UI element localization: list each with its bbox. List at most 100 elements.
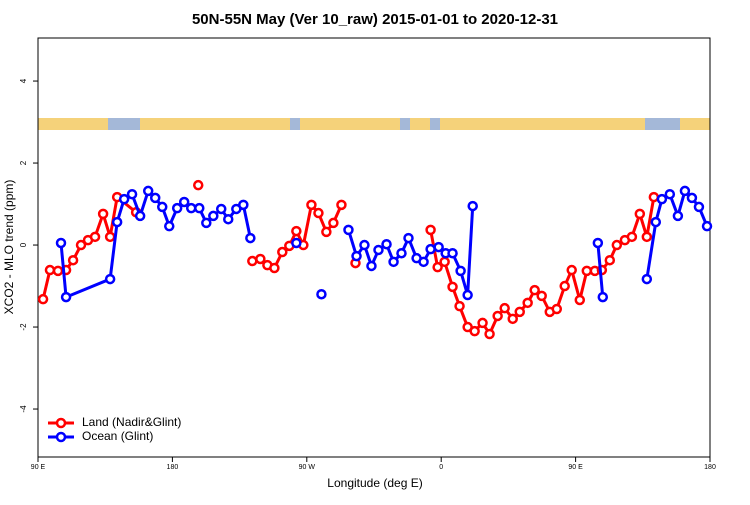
- y-tick-label: -4: [19, 405, 28, 413]
- data-point: [52, 265, 64, 277]
- data-point: [291, 225, 302, 237]
- data-point: [581, 265, 593, 277]
- data-point: [604, 254, 616, 266]
- data-point: [238, 199, 249, 211]
- data-point: [142, 185, 154, 197]
- data-point: [351, 250, 362, 262]
- data-point: [403, 232, 414, 244]
- data-point: [37, 293, 49, 305]
- data-point: [208, 210, 219, 222]
- data-point: [134, 210, 146, 222]
- data-point: [306, 199, 317, 211]
- data-point: [626, 231, 638, 243]
- data-point: [149, 192, 161, 204]
- data-point: [641, 273, 653, 285]
- data-point: [574, 294, 586, 306]
- data-point: [656, 193, 668, 205]
- data-point: [277, 246, 288, 258]
- data-point: [432, 261, 443, 273]
- data-point: [245, 232, 256, 244]
- land-band: [410, 118, 430, 130]
- data-point: [178, 196, 190, 208]
- x-tick-label: 90 E: [31, 464, 46, 471]
- data-point: [462, 289, 473, 301]
- data-point: [467, 200, 478, 212]
- data-point: [321, 226, 332, 238]
- data-point: [648, 191, 660, 203]
- x-tick-label: 90 E: [568, 464, 583, 471]
- y-tick-label: 4: [19, 78, 28, 83]
- y-axis-label: XCO2 - MLO trend (ppm): [2, 180, 16, 315]
- data-point: [247, 255, 258, 267]
- x-tick-label: 90 W: [299, 464, 316, 471]
- data-point: [255, 253, 266, 265]
- data-point: [336, 199, 347, 211]
- data-point: [192, 179, 204, 191]
- data-point: [469, 325, 480, 337]
- data-point: [373, 244, 384, 256]
- data-point: [559, 280, 570, 292]
- data-point: [664, 188, 676, 200]
- data-point: [313, 207, 324, 219]
- x-tick-label: 180: [704, 464, 716, 471]
- legend-marker: [55, 431, 67, 443]
- land-band: [440, 118, 645, 130]
- land-band: [300, 118, 400, 130]
- land-mask-strip: [38, 118, 710, 130]
- data-point: [104, 231, 116, 243]
- data-point: [522, 297, 533, 309]
- x-axis-label: Longitude (deg E): [327, 476, 422, 490]
- data-point: [484, 328, 495, 340]
- series: [37, 179, 660, 340]
- data-point: [592, 237, 604, 249]
- data-point: [650, 216, 662, 228]
- data-point: [118, 193, 130, 205]
- data-point: [164, 220, 175, 232]
- data-point: [104, 273, 116, 285]
- data-point: [536, 290, 547, 302]
- data-point: [492, 310, 503, 322]
- data-point: [366, 260, 377, 272]
- data-point: [126, 188, 138, 200]
- data-point: [55, 237, 67, 249]
- data-point: [514, 306, 525, 318]
- data-point: [156, 201, 168, 213]
- legend: Land (Nadir&Glint)Ocean (Glint): [48, 415, 181, 443]
- data-point: [701, 220, 713, 232]
- data-point: [455, 265, 466, 277]
- data-point: [433, 241, 444, 253]
- legend-marker: [55, 417, 67, 429]
- data-point: [396, 247, 407, 259]
- y-tick-label: 0: [19, 242, 28, 247]
- chart-title: 50N-55N May (Ver 10_raw) 2015-01-01 to 2…: [192, 11, 558, 28]
- data-point: [388, 256, 399, 268]
- x-tick-label: 0: [439, 464, 443, 471]
- data-point: [97, 208, 109, 220]
- data-point: [111, 216, 123, 228]
- data-point: [641, 231, 653, 243]
- data-point: [611, 239, 623, 251]
- data-point: [67, 254, 79, 266]
- series-line: [59, 188, 709, 300]
- data-point: [89, 231, 101, 243]
- data-point: [693, 201, 705, 213]
- data-point: [634, 208, 646, 220]
- legend-label: Ocean (Glint): [82, 429, 153, 443]
- data-point: [343, 224, 354, 236]
- data-point: [566, 264, 577, 276]
- data-point: [686, 192, 698, 204]
- data-point: [477, 317, 488, 329]
- data-point: [679, 185, 691, 197]
- data-point: [672, 210, 684, 222]
- data-point: [194, 202, 205, 214]
- data-point: [269, 262, 280, 274]
- series: [55, 185, 713, 303]
- data-point: [447, 247, 458, 259]
- data-point: [529, 284, 540, 296]
- data-point: [215, 203, 227, 215]
- data-point: [291, 237, 302, 249]
- land-band: [38, 118, 108, 130]
- data-point: [597, 291, 609, 303]
- data-point: [185, 202, 197, 214]
